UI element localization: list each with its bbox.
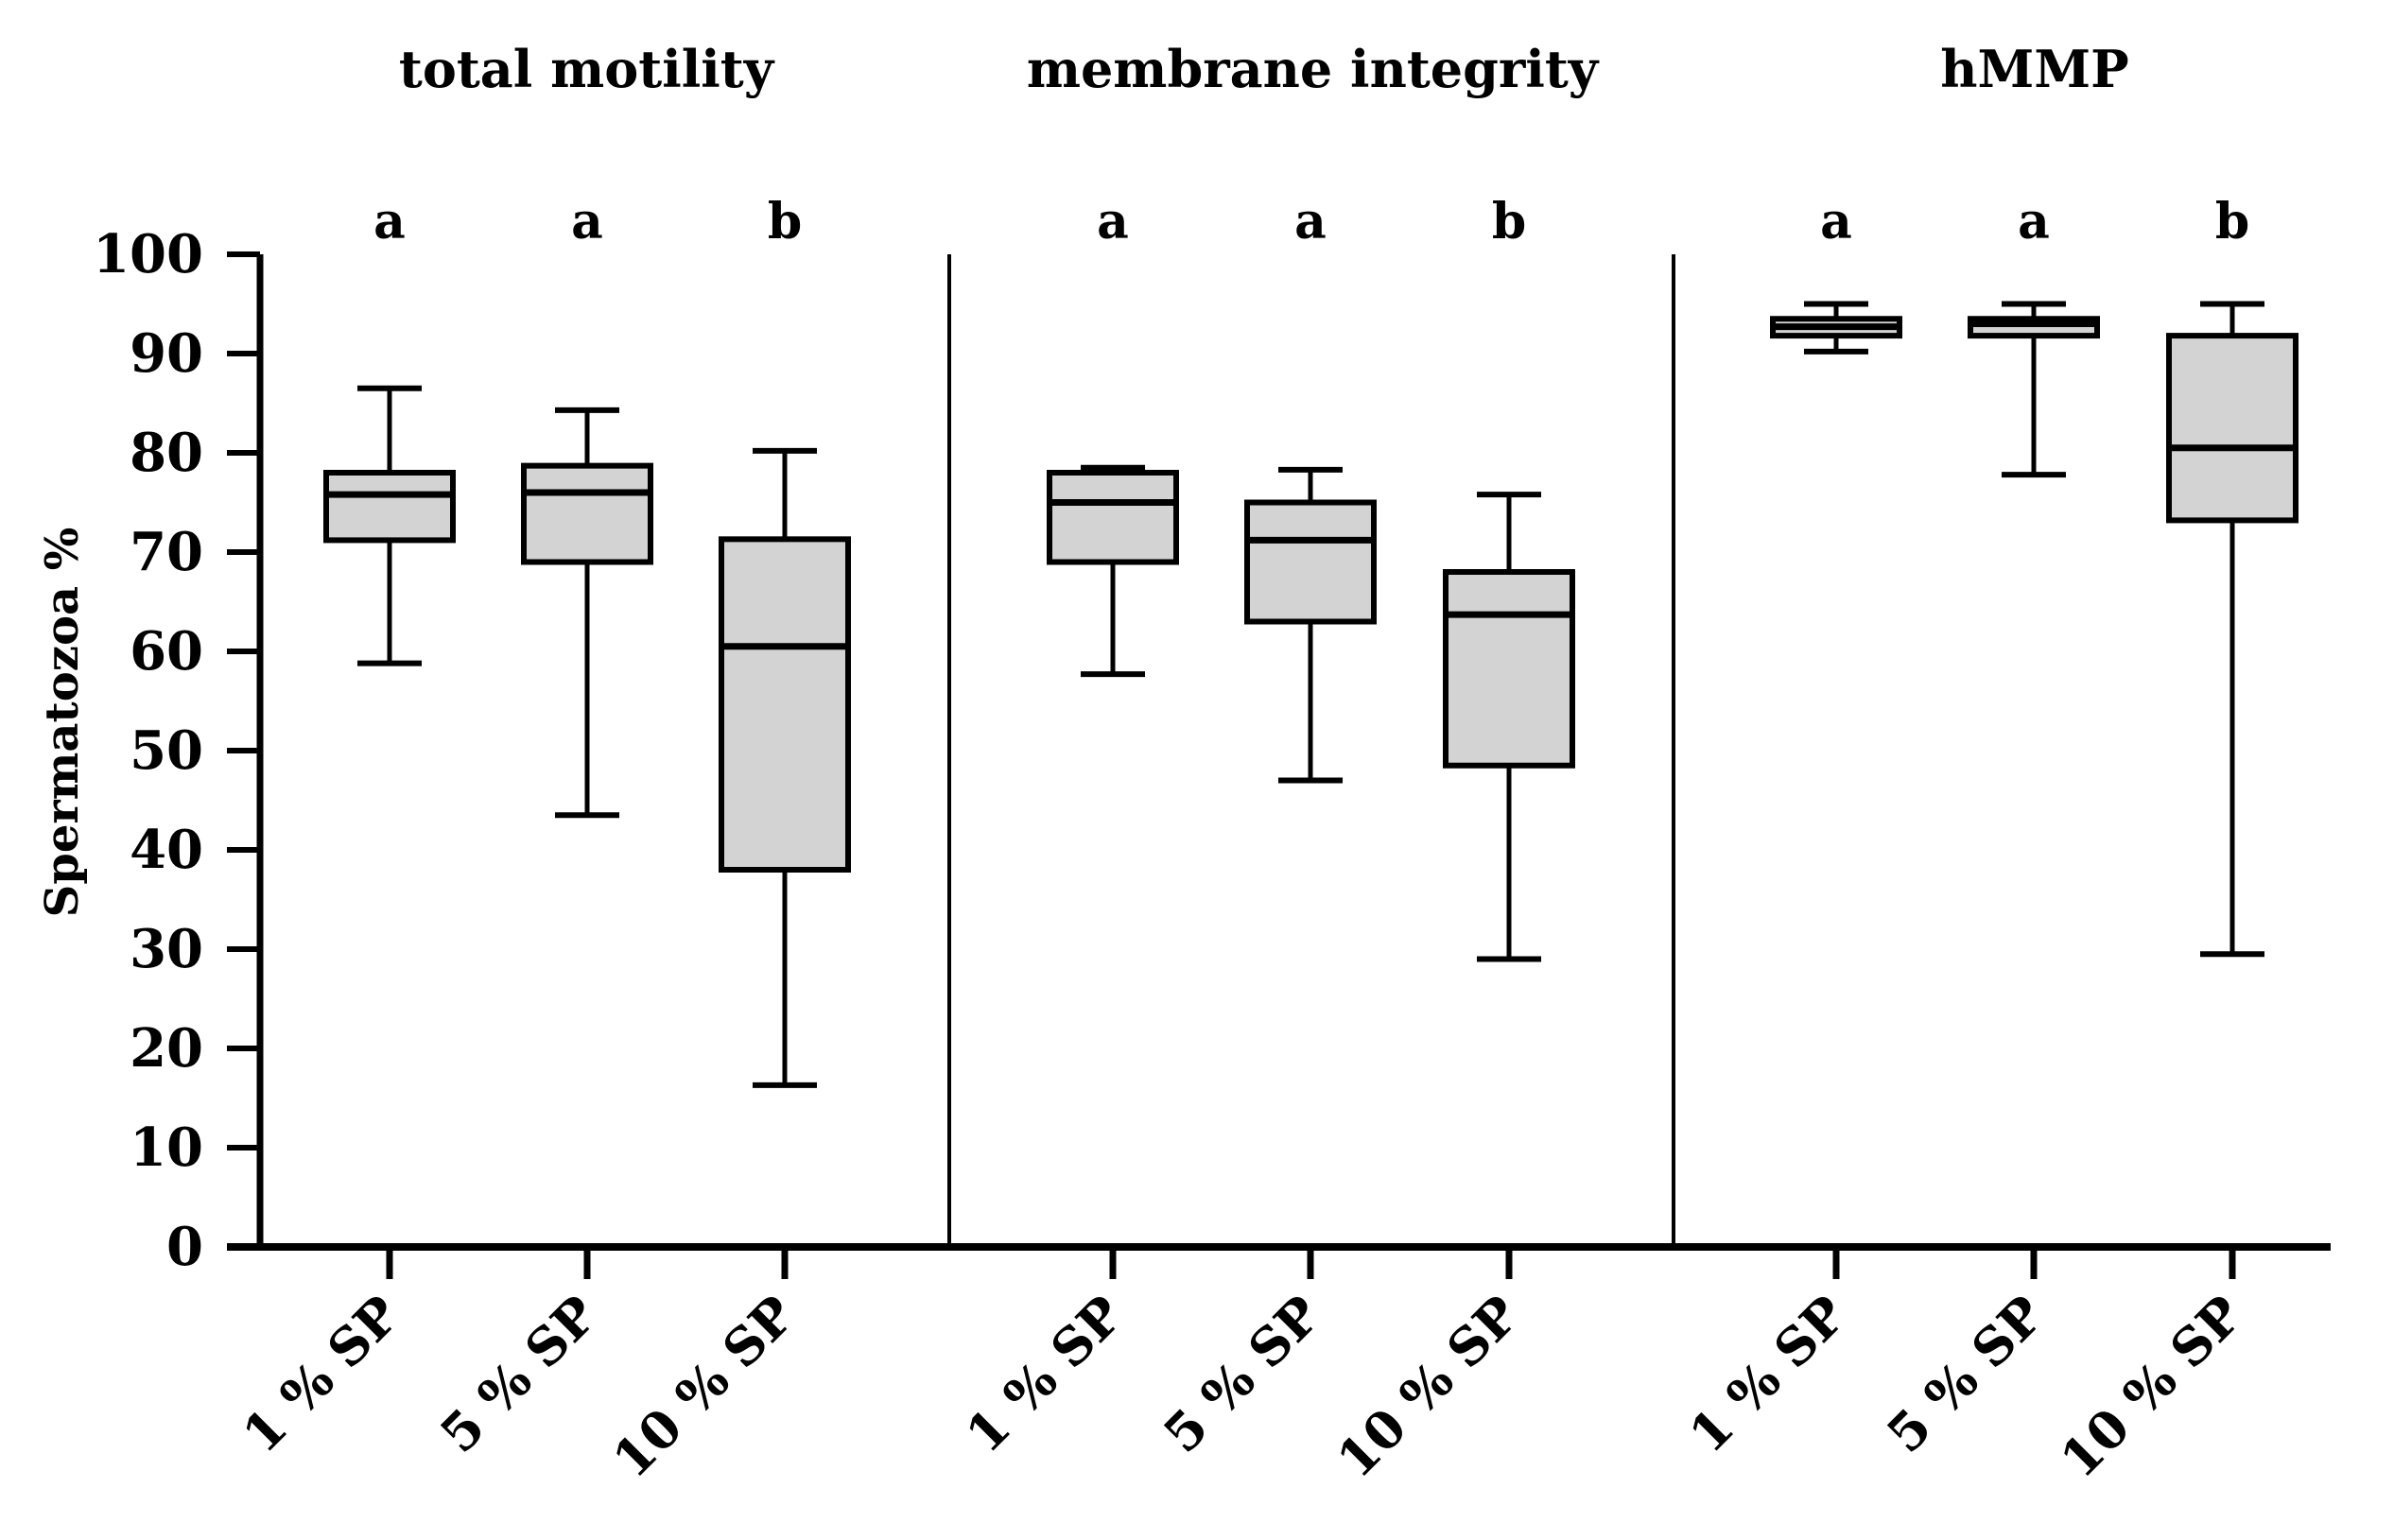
x-tick-label: 5 % SP — [428, 1284, 609, 1464]
y-tick-label: 90 — [130, 322, 203, 385]
box-group — [1770, 301, 1902, 355]
iqr-box — [323, 470, 456, 544]
y-tick-label: 30 — [130, 918, 203, 980]
box-group — [323, 385, 456, 666]
y-tick-label: 100 — [93, 223, 203, 286]
x-tick-label: 10 % SP — [1326, 1284, 1532, 1490]
panel-title: total motility — [399, 39, 775, 99]
x-tick-label: 10 % SP — [601, 1284, 807, 1490]
iqr-box — [1047, 470, 1179, 565]
significance-letter: a — [2018, 193, 2050, 251]
iqr-box — [521, 462, 653, 565]
y-tick-label: 70 — [130, 521, 203, 583]
y-tick-label: 20 — [130, 1017, 203, 1080]
iqr-box — [719, 536, 851, 873]
axis-layer — [227, 251, 2331, 1279]
significance-letter: a — [1820, 193, 1852, 251]
box-group — [1443, 492, 1575, 962]
iqr-box — [1244, 499, 1377, 625]
y-tick-label: 60 — [130, 620, 203, 683]
box-group — [1244, 466, 1377, 784]
significance-letter: b — [1492, 193, 1526, 251]
significance-letter: a — [373, 193, 406, 251]
significance-letter: b — [768, 193, 802, 251]
y-tick-label: 10 — [130, 1116, 203, 1179]
significance-letter: a — [1097, 193, 1129, 251]
y-tick-label: 0 — [166, 1216, 203, 1278]
panel-title: membrane integrity — [1027, 39, 1600, 99]
box-group — [719, 447, 851, 1088]
box-group — [2166, 301, 2299, 958]
significance-letter: a — [571, 193, 603, 251]
x-tick-label: 1 % SP — [231, 1284, 411, 1464]
iqr-box — [2166, 333, 2299, 524]
box-group — [1047, 464, 1179, 678]
x-tick-label: 1 % SP — [1677, 1284, 1858, 1464]
y-axis-title: Spermatozoa % — [36, 528, 89, 918]
x-tick-label: 10 % SP — [2049, 1284, 2255, 1490]
panel-title: hMMP — [1940, 39, 2128, 99]
box-layer — [323, 301, 2299, 1088]
box-group — [1968, 301, 2100, 478]
significance-letter: a — [1294, 193, 1327, 251]
iqr-box — [1443, 569, 1575, 769]
x-tick-label: 1 % SP — [954, 1284, 1135, 1464]
x-tick-label: 5 % SP — [1875, 1284, 2056, 1464]
significance-letter: b — [2215, 193, 2249, 251]
label-layer: 0 10 20 30 40 50 60 70 80 90 100 Spermatozoa % total… — [36, 39, 2254, 1489]
x-tick-label: 5 % SP — [1152, 1284, 1332, 1464]
box-group — [521, 407, 653, 819]
y-tick-label: 50 — [130, 719, 203, 782]
y-tick-label: 40 — [130, 819, 203, 881]
y-tick-label: 80 — [130, 422, 203, 484]
